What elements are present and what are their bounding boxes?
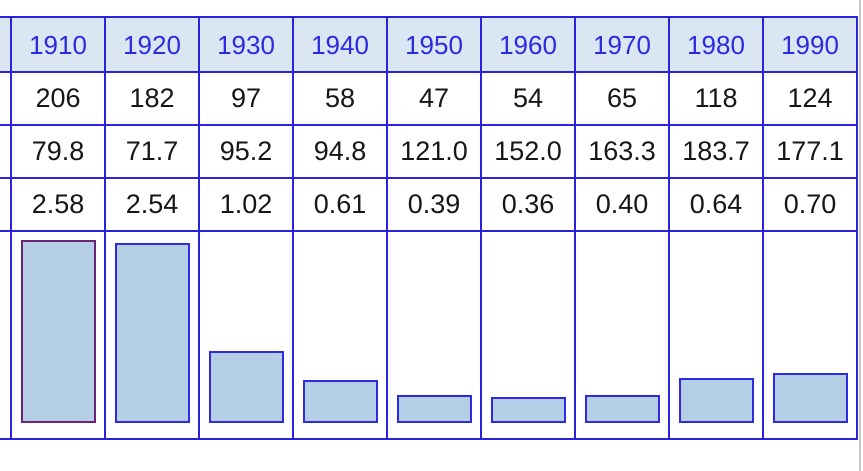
bar-chart-cell: [12, 232, 104, 438]
table-cell: 2.54: [106, 179, 198, 230]
bar-1960[interactable]: [490, 397, 566, 423]
bar-1930[interactable]: [208, 351, 284, 423]
year-header-1910: 1910: [12, 18, 104, 71]
census-data-table: 1910 1920 1930 1940 1950 1960 1970 1980 …: [0, 16, 858, 440]
year-header-1990: 1990: [764, 18, 856, 71]
year-header-1920: 1920: [106, 18, 198, 71]
bar-chart-cell: [388, 232, 480, 438]
table-cell: 0.70: [764, 179, 856, 230]
table-cell: 183.7: [670, 126, 762, 177]
cutoff-label-cell-row1: [0, 73, 10, 124]
cutoff-label-cell-row2: [0, 126, 10, 177]
table-cell: 152.0: [482, 126, 574, 177]
year-header-1940: 1940: [294, 18, 386, 71]
bar-chart-cell: [294, 232, 386, 438]
table-cell: 95.2: [200, 126, 292, 177]
table-cell: 79.8: [12, 126, 104, 177]
cutoff-label-cell-bars: [0, 232, 10, 438]
table-cell: 0.36: [482, 179, 574, 230]
table-cell: 97: [200, 73, 292, 124]
cutoff-label-cell-row3: [0, 179, 10, 230]
year-header-1970: 1970: [576, 18, 668, 71]
table-cell: 121.0: [388, 126, 480, 177]
table-cell: 58: [294, 73, 386, 124]
table-cell: 54: [482, 73, 574, 124]
table-cell: 163.3: [576, 126, 668, 177]
table-cell: 118: [670, 73, 762, 124]
bar-1990[interactable]: [772, 373, 848, 423]
year-header-1980: 1980: [670, 18, 762, 71]
table-cell: 124: [764, 73, 856, 124]
bar-chart-cell: [482, 232, 574, 438]
bar-chart-cell: [670, 232, 762, 438]
year-header-1960: 1960: [482, 18, 574, 71]
table-cell: 2.58: [12, 179, 104, 230]
table-cell: 94.8: [294, 126, 386, 177]
bar-1910[interactable]: [20, 240, 96, 423]
table-cell: 0.39: [388, 179, 480, 230]
bar-chart-cell: [200, 232, 292, 438]
table-cell: 47: [388, 73, 480, 124]
table-cell: 1.02: [200, 179, 292, 230]
table-cell: 0.40: [576, 179, 668, 230]
table-cell: 65: [576, 73, 668, 124]
bar-1980[interactable]: [678, 378, 754, 423]
bar-chart-cell: [576, 232, 668, 438]
table-cell: 0.61: [294, 179, 386, 230]
year-header-1930: 1930: [200, 18, 292, 71]
table-cell: 0.64: [670, 179, 762, 230]
table-cell: 182: [106, 73, 198, 124]
bar-chart-cell: [764, 232, 856, 438]
bar-1920[interactable]: [114, 243, 190, 423]
year-header-1950: 1950: [388, 18, 480, 71]
pane-divider-line: [859, 0, 861, 471]
bar-chart-cell: [106, 232, 198, 438]
bar-1970[interactable]: [584, 395, 660, 423]
bar-1950[interactable]: [396, 395, 472, 423]
table-cell: 177.1: [764, 126, 856, 177]
table-cell: 206: [12, 73, 104, 124]
cutoff-label-cell-header: [0, 18, 10, 71]
bar-1940[interactable]: [302, 380, 378, 423]
table-cell: 71.7: [106, 126, 198, 177]
